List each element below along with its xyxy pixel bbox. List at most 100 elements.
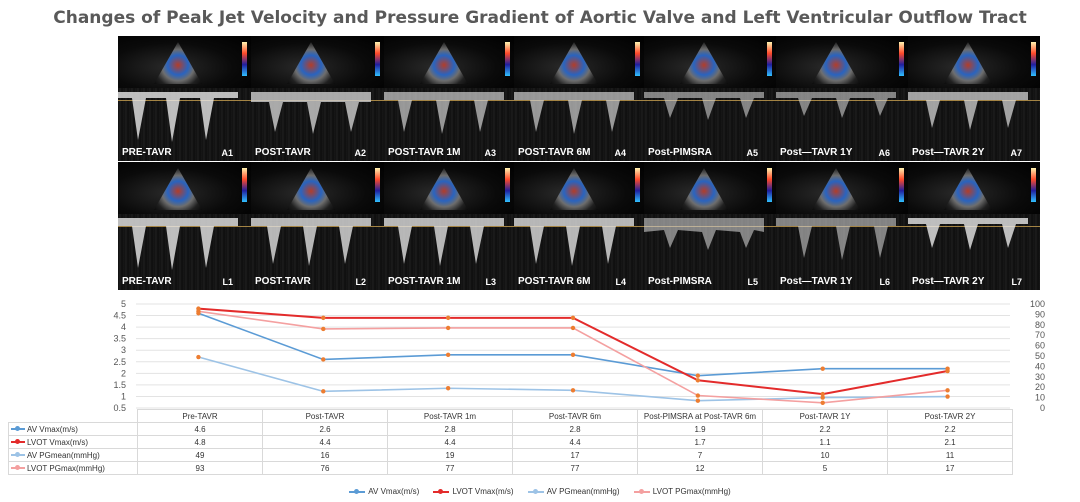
- data-point: [820, 366, 825, 371]
- legend-item: LVOT Vmax(m/s): [433, 487, 514, 496]
- panel-id: L2: [355, 277, 366, 287]
- table-cell: 76: [262, 461, 388, 475]
- right-tick-label: 60: [1035, 341, 1045, 351]
- line-chart: 54.543.532.521.510.5 1009080706050403020…: [113, 299, 1045, 411]
- data-point: [820, 400, 825, 405]
- table-cell: 4.4: [512, 435, 638, 449]
- table-cell: 1.7: [637, 435, 763, 449]
- data-point: [445, 325, 451, 331]
- table-header-row: Pre-TAVR Post-TAVR Post-TAVR 1m Post-TAV…: [9, 409, 1013, 423]
- panel-id: L7: [1011, 277, 1022, 287]
- legend-item: AV Vmax(m/s): [349, 487, 420, 496]
- data-point: [321, 357, 326, 362]
- right-tick-label: 0: [1040, 403, 1045, 411]
- echo-panel: POST-TAVR 1M L3: [384, 162, 514, 290]
- panel-label: Post-PIMSRA: [648, 276, 712, 287]
- data-point: [695, 393, 701, 398]
- panel-label: Post—TAVR 2Y: [912, 147, 985, 158]
- category-header: Post-PIMSRA at Post-TAVR 6m: [637, 409, 763, 423]
- left-tick-label: 2: [121, 368, 126, 378]
- panel-label: POST-TAVR 1M: [388, 147, 461, 158]
- data-point: [570, 352, 576, 358]
- panel-id: L6: [879, 277, 890, 287]
- category-header: Pre-TAVR: [137, 409, 263, 423]
- left-tick-label: 0.5: [113, 403, 126, 411]
- left-tick-label: 1: [121, 391, 126, 401]
- table-cell: 16: [262, 448, 388, 462]
- series-name: LVOT Vmax(m/s): [8, 435, 138, 449]
- left-tick-label: 4.5: [113, 311, 126, 321]
- table-cell: 2.2: [762, 422, 888, 436]
- left-tick-label: 3: [121, 345, 126, 355]
- panel-label: POST-TAVR 6M: [518, 147, 591, 158]
- panel-id: A4: [614, 148, 626, 158]
- panel-label: POST-TAVR: [255, 147, 311, 158]
- chart-series: [196, 306, 950, 405]
- right-tick-label: 80: [1035, 320, 1045, 330]
- left-tick-label: 3.5: [113, 334, 126, 344]
- data-point: [321, 326, 326, 332]
- legend-item: LVOT PGmax(mmHg): [633, 487, 731, 496]
- panel-label: PRE-TAVR: [122, 147, 172, 158]
- panel-id: L4: [615, 277, 626, 287]
- panel-id: A1: [221, 148, 233, 158]
- echo-panel: Post—TAVR 2Y L7: [908, 162, 1040, 290]
- table-row: AV PGmean(mmHg) 49 16 19 17 7 10 11: [8, 448, 1013, 462]
- table-cell: 2.8: [387, 422, 513, 436]
- table-cell: 11: [887, 448, 1013, 462]
- right-tick-label: 70: [1035, 330, 1045, 340]
- data-point: [445, 386, 451, 391]
- table-row: LVOT Vmax(m/s) 4.8 4.4 4.4 4.4 1.7 1.1 2…: [8, 435, 1013, 449]
- panel-id: A2: [354, 148, 366, 158]
- table-row: AV Vmax(m/s) 4.6 2.6 2.8 2.8 1.9 2.2 2.2: [8, 422, 1013, 436]
- table-cell: 4.4: [262, 435, 388, 449]
- left-tick-label: 2.5: [113, 357, 126, 367]
- table-cell: 17: [512, 448, 638, 462]
- panel-label: Post—TAVR 1Y: [780, 276, 853, 287]
- table-cell: 2.2: [887, 422, 1013, 436]
- data-point: [445, 352, 451, 358]
- table-cell: 4.6: [137, 422, 263, 436]
- data-point: [695, 378, 701, 383]
- panel-label: POST-TAVR 1M: [388, 276, 461, 287]
- echo-panel: POST-TAVR 6M L4: [514, 162, 644, 290]
- echo-panel: PRE-TAVR A1: [118, 36, 251, 161]
- data-point: [820, 395, 825, 400]
- table-cell: 10: [762, 448, 888, 462]
- right-tick-label: 100: [1030, 299, 1045, 309]
- series-name: AV Vmax(m/s): [8, 422, 138, 436]
- panel-label: POST-TAVR 6M: [518, 276, 591, 287]
- data-point: [695, 398, 701, 403]
- left-tick-label: 1.5: [113, 380, 126, 390]
- echo-panel: PRE-TAVR L1: [118, 162, 251, 290]
- legend-item: AV PGmean(mmHg): [527, 487, 620, 496]
- right-tick-label: 10: [1035, 393, 1045, 403]
- chart-gridlines: [136, 303, 1010, 409]
- panel-label: Post-PIMSRA: [648, 147, 712, 158]
- echo-panel: Post—TAVR 1Y L6: [776, 162, 908, 290]
- echo-panel: Post—TAVR 1Y A6: [776, 36, 908, 161]
- category-header: Post-TAVR 2Y: [887, 409, 1013, 423]
- category-header: Post-TAVR 1m: [387, 409, 513, 423]
- data-point: [820, 391, 825, 397]
- data-point: [945, 388, 950, 393]
- echo-panel: Post—TAVR 2Y A7: [908, 36, 1040, 161]
- table-cell: 2.8: [512, 422, 638, 436]
- echo-panel: Post-PIMSRA L5: [644, 162, 776, 290]
- left-tick-label: 5: [121, 299, 126, 309]
- panel-id: L5: [747, 277, 758, 287]
- echo-panel: POST-TAVR 1M A3: [384, 36, 514, 161]
- table-cell: 1.1: [762, 435, 888, 449]
- left-tick-label: 4: [121, 322, 126, 332]
- left-axis: 5 4.54 3.53 2.52 1.51 0.5: [113, 299, 126, 411]
- table-cell: 4.8: [137, 435, 263, 449]
- table-cell: 77: [387, 461, 513, 475]
- data-point: [445, 315, 451, 321]
- panel-label: POST-TAVR: [255, 276, 311, 287]
- echo-panel: Post-PIMSRA A5: [644, 36, 776, 161]
- series-line: [198, 312, 948, 377]
- echo-panel: POST-TAVR 6M A4: [514, 36, 644, 161]
- data-point: [196, 309, 201, 314]
- right-tick-label: 30: [1035, 372, 1045, 382]
